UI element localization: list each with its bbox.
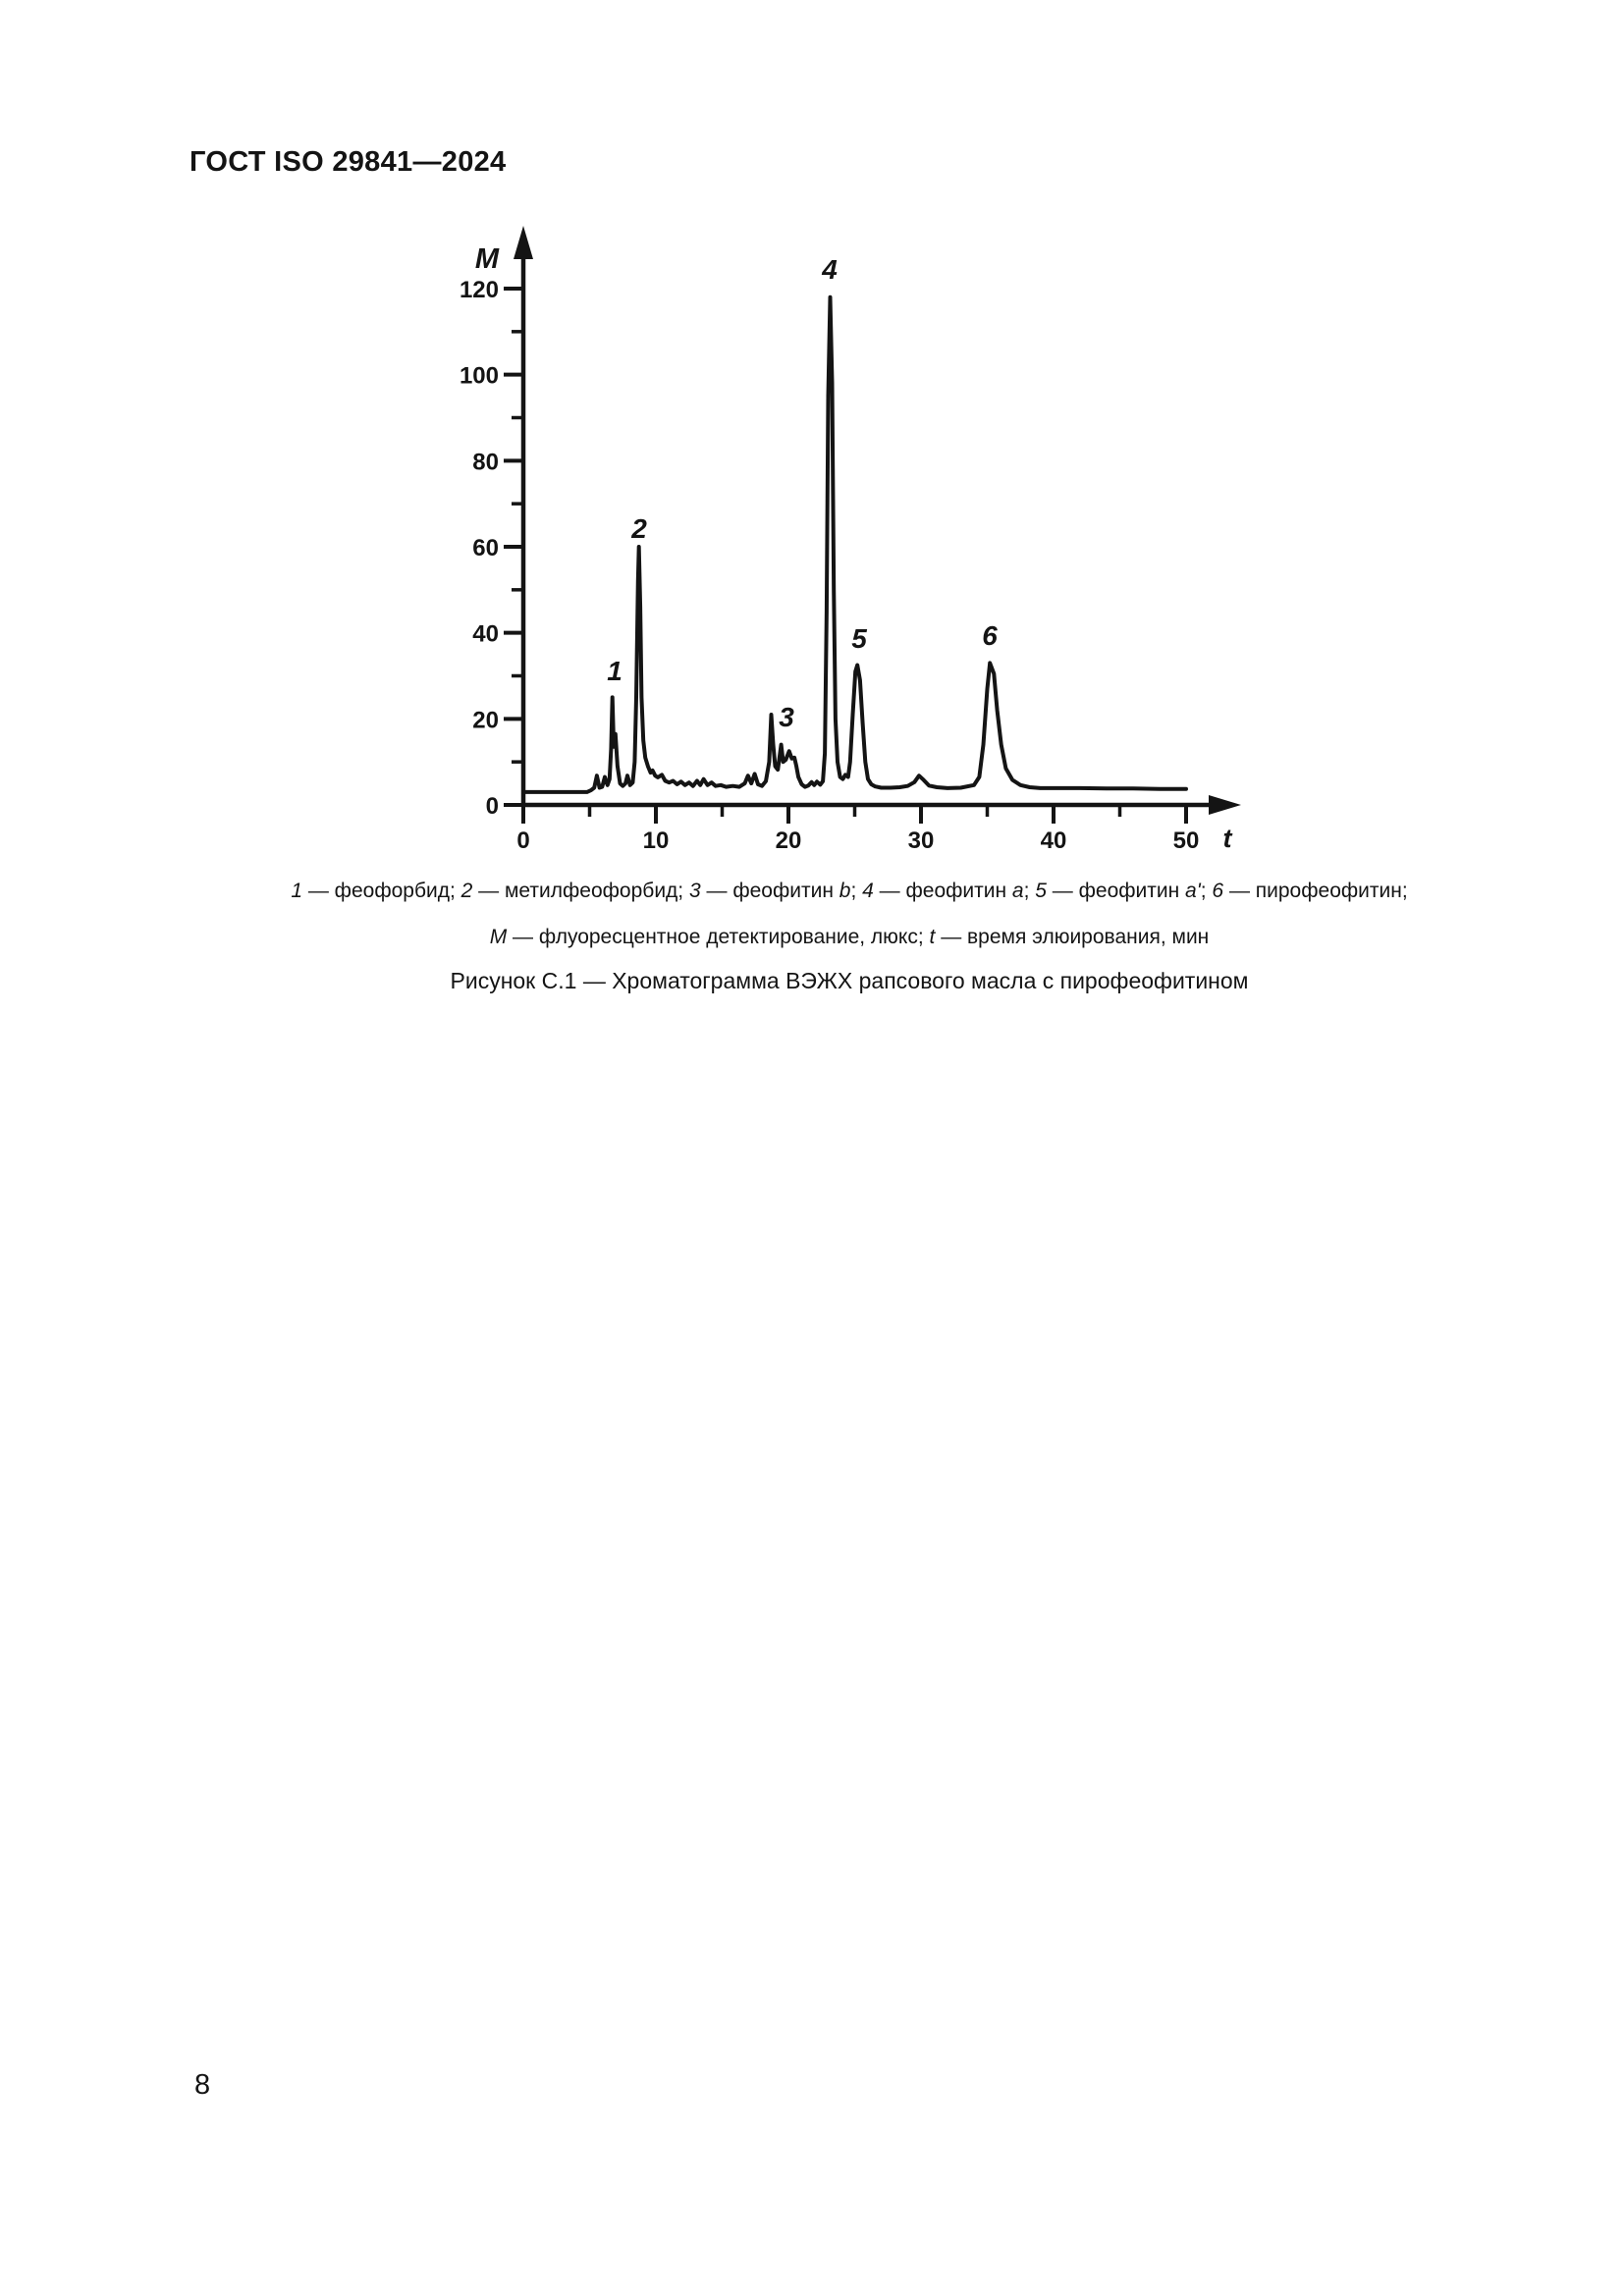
y-axis-tick-label: 60 (472, 535, 499, 561)
legend-segment: 4 (862, 880, 874, 902)
figure-legend-line-2: M — флуоресцентное детектирование, люкс;… (189, 926, 1509, 949)
legend-segment: ; (1200, 880, 1213, 902)
y-axis-arrowhead-icon (514, 226, 533, 259)
legend-segment: 6 (1212, 880, 1224, 902)
y-axis-tick-label: 120 (460, 277, 499, 303)
legend-segment: — флуоресцентное детектирование, люкс; (507, 926, 930, 948)
peak-label-3: 3 (779, 702, 794, 732)
peak-label-6: 6 (982, 620, 998, 651)
legend-segment: — метилфеофорбид; (472, 880, 689, 902)
legend-segment: 2 (460, 880, 473, 902)
y-axis-tick-label: 40 (472, 621, 499, 648)
legend-segment: ; (1023, 880, 1036, 902)
x-axis-tick-label: 50 (1173, 828, 1200, 854)
x-axis-arrowhead-icon (1209, 795, 1241, 815)
chromatogram-curve (521, 294, 1188, 794)
legend-segment: M (489, 926, 508, 948)
legend-segment: a (1011, 880, 1024, 902)
peak-label-5: 5 (851, 623, 867, 654)
legend-segment: 3 (688, 880, 701, 902)
legend-segment: — феофитин (873, 880, 1012, 902)
y-axis-tick-label: 20 (472, 707, 499, 733)
legend-segment: t (929, 926, 936, 948)
document-header-title: ГОСТ ISO 29841—2024 (189, 146, 507, 178)
legend-segment: 1 (291, 880, 303, 902)
y-axis-tick-label: 0 (486, 793, 499, 820)
x-axis-tick-label: 20 (776, 828, 802, 854)
x-axis-tick-label: 30 (908, 828, 935, 854)
x-axis-tick-label: 40 (1041, 828, 1067, 854)
legend-segment: b (839, 880, 851, 902)
y-axis-tick-label: 100 (460, 363, 499, 390)
chromatogram-chart: 0 10 20 30 40 50 0 20 40 60 80 100 120 M t 1 2 3 4 5… (460, 226, 1241, 854)
legend-segment: 5 (1035, 880, 1047, 902)
y-axis-tick-label: 80 (472, 449, 499, 475)
figure-legend-line-1: 1 — феофорбид; 2 — метилфеофорбид; 3 — ф… (189, 880, 1509, 903)
page-number: 8 (194, 2069, 211, 2101)
peak-label-1: 1 (607, 656, 623, 686)
legend-segment: — пирофеофитин; (1223, 880, 1408, 902)
y-axis-label: M (475, 243, 500, 275)
legend-segment: — феофитин (700, 880, 839, 902)
legend-segment: — феофитин (1046, 880, 1186, 902)
legend-segment: ; (850, 880, 863, 902)
x-axis-label: t (1223, 824, 1233, 853)
legend-segment: — время элюирования, мин (935, 926, 1210, 948)
x-axis-tick-label: 10 (643, 828, 670, 854)
legend-segment: — феофорбид; (302, 880, 461, 902)
peak-label-2: 2 (630, 513, 647, 544)
legend-segment: a' (1185, 880, 1201, 902)
x-axis-tick-label: 0 (516, 828, 529, 854)
peak-label-4: 4 (821, 254, 838, 285)
figure-title: Рисунок С.1 — Хроматограмма ВЭЖХ рапсово… (450, 968, 1249, 993)
